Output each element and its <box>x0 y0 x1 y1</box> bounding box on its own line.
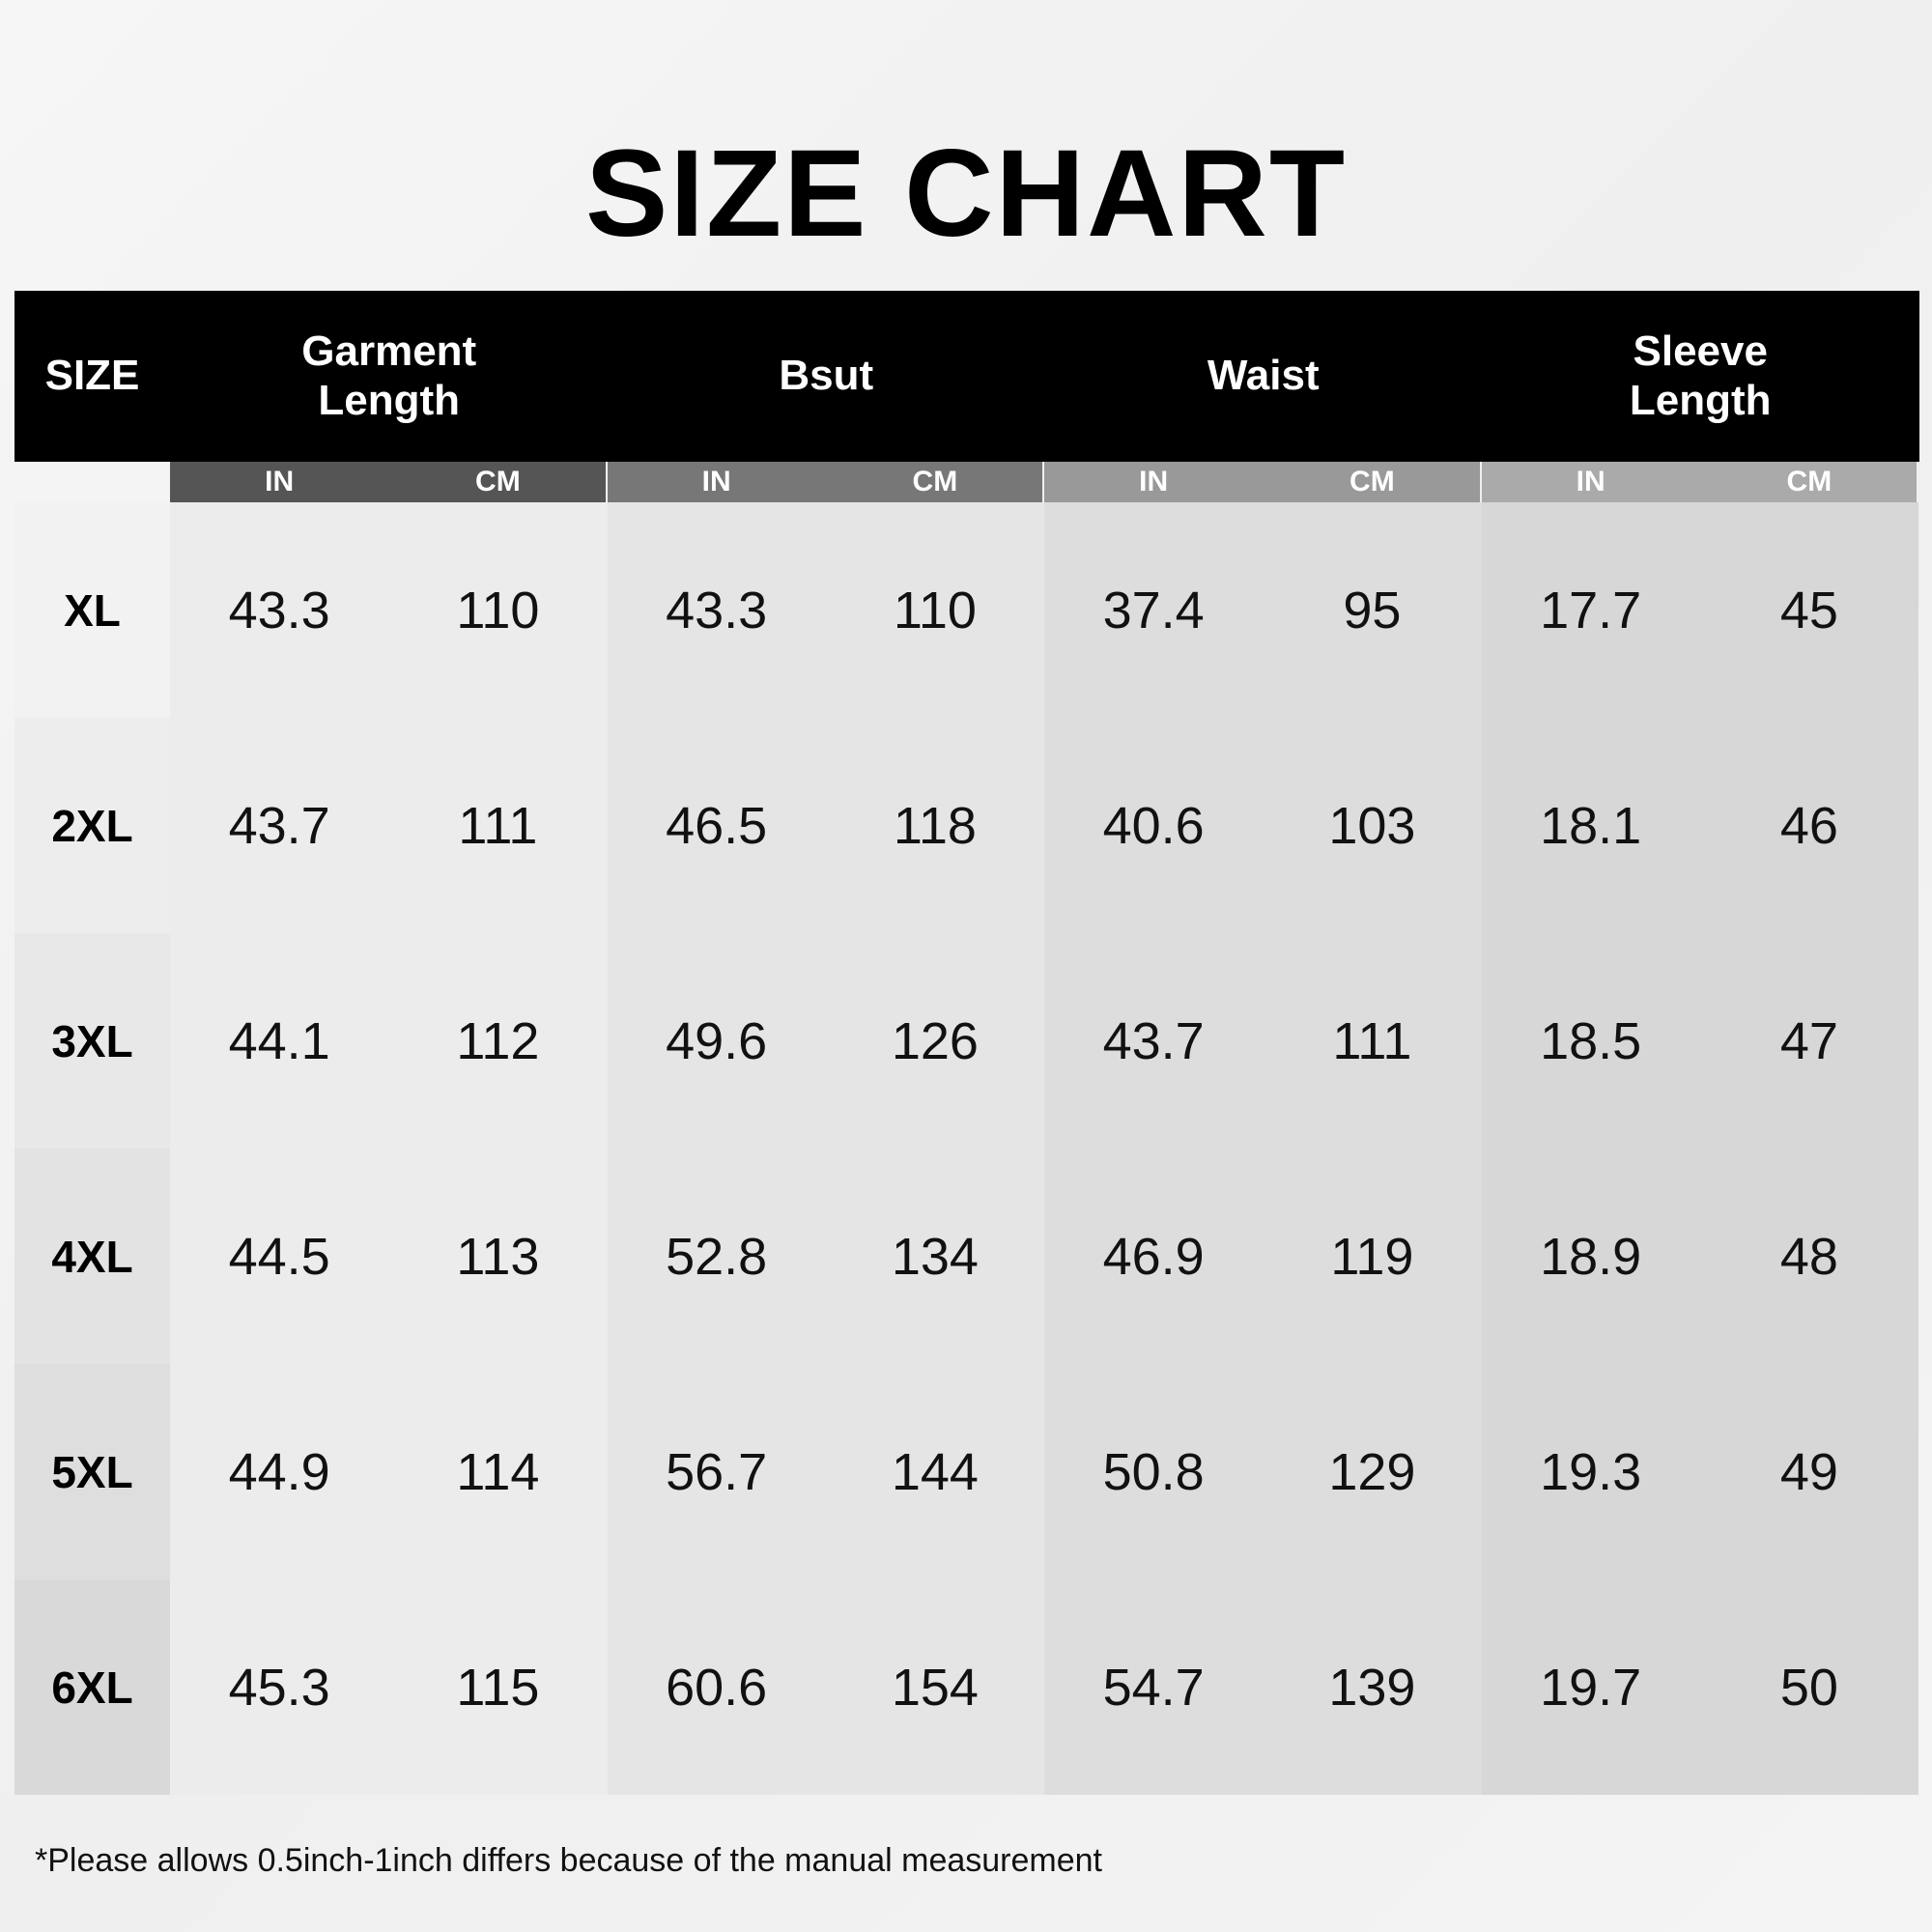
value-cell: 115 <box>456 1658 540 1717</box>
size-label: 4XL <box>14 1149 170 1364</box>
value-cell: 18.1 <box>1540 796 1642 855</box>
size-label: 6XL <box>14 1579 170 1795</box>
value-cell: 144 <box>891 1442 979 1501</box>
unit-band <box>1044 462 1480 502</box>
value-cell: 154 <box>891 1658 979 1717</box>
value-cell: 48 <box>1779 1227 1838 1286</box>
unit-label: CM <box>1786 466 1833 497</box>
unit-label: CM <box>912 466 958 497</box>
value-cell: 110 <box>456 581 540 639</box>
value-cell: 46.5 <box>666 796 768 855</box>
value-cell: 118 <box>893 796 977 855</box>
header-cell: SIZE <box>14 291 170 462</box>
value-cell: 126 <box>891 1011 979 1070</box>
value-cell: 18.5 <box>1540 1011 1642 1070</box>
value-cell: 19.3 <box>1540 1442 1642 1501</box>
value-cell: 43.7 <box>1102 1011 1205 1070</box>
value-cell: 112 <box>456 1011 540 1070</box>
value-cell: 47 <box>1779 1011 1838 1070</box>
value-cell: 113 <box>456 1227 540 1286</box>
value-cell: 134 <box>891 1227 979 1286</box>
size-label: XL <box>14 502 170 718</box>
header-cell: Waist <box>1044 291 1483 462</box>
value-cell: 43.3 <box>666 581 768 639</box>
value-cell: 44.1 <box>228 1011 330 1070</box>
column-band <box>170 502 608 1795</box>
value-cell: 37.4 <box>1102 581 1205 639</box>
column-band <box>1044 502 1482 1795</box>
size-label: 3XL <box>14 933 170 1149</box>
value-cell: 95 <box>1343 581 1402 639</box>
value-cell: 50 <box>1779 1658 1838 1717</box>
unit-band <box>1481 462 1917 502</box>
value-cell: 44.9 <box>228 1442 330 1501</box>
value-cell: 111 <box>458 796 538 855</box>
unit-band <box>607 462 1042 502</box>
value-cell: 19.7 <box>1540 1658 1642 1717</box>
value-cell: 44.5 <box>228 1227 330 1286</box>
unit-label: IN <box>265 466 295 497</box>
value-cell: 46.9 <box>1102 1227 1205 1286</box>
value-cell: 40.6 <box>1102 796 1205 855</box>
value-cell: 129 <box>1328 1442 1416 1501</box>
value-cell: 46 <box>1779 796 1838 855</box>
value-cell: 119 <box>1330 1227 1414 1286</box>
value-cell: 110 <box>893 581 977 639</box>
column-band <box>1481 502 1918 1795</box>
unit-label: CM <box>1350 466 1395 497</box>
value-cell: 45.3 <box>228 1658 330 1717</box>
value-cell: 56.7 <box>666 1442 768 1501</box>
column-band <box>607 502 1044 1795</box>
value-cell: 111 <box>1332 1011 1412 1070</box>
value-cell: 43.7 <box>228 796 330 855</box>
value-cell: 60.6 <box>666 1658 768 1717</box>
size-label: 2XL <box>14 718 170 933</box>
value-cell: 52.8 <box>666 1227 768 1286</box>
unit-band <box>170 462 606 502</box>
value-cell: 49.6 <box>666 1011 768 1070</box>
unit-label: IN <box>1139 466 1169 497</box>
header-cell: Bsut <box>607 291 1045 462</box>
header-cell: Garment Length <box>170 291 609 462</box>
value-cell: 43.3 <box>228 581 330 639</box>
unit-label: IN <box>1576 466 1605 497</box>
footnote: *Please allows 0.5inch-1inch differs bec… <box>35 1841 1102 1879</box>
unit-label: CM <box>475 466 521 497</box>
size-label: 5XL <box>14 1364 170 1579</box>
value-cell: 50.8 <box>1102 1442 1205 1501</box>
title: SIZE CHART <box>585 124 1347 263</box>
value-cell: 17.7 <box>1540 581 1642 639</box>
value-cell: 45 <box>1779 581 1838 639</box>
value-cell: 49 <box>1779 1442 1838 1501</box>
header-cell: Sleeve Length <box>1481 291 1919 462</box>
value-cell: 54.7 <box>1102 1658 1205 1717</box>
value-cell: 114 <box>456 1442 540 1501</box>
value-cell: 103 <box>1328 796 1416 855</box>
value-cell: 18.9 <box>1540 1227 1642 1286</box>
value-cell: 139 <box>1328 1658 1416 1717</box>
unit-label: IN <box>701 466 731 497</box>
